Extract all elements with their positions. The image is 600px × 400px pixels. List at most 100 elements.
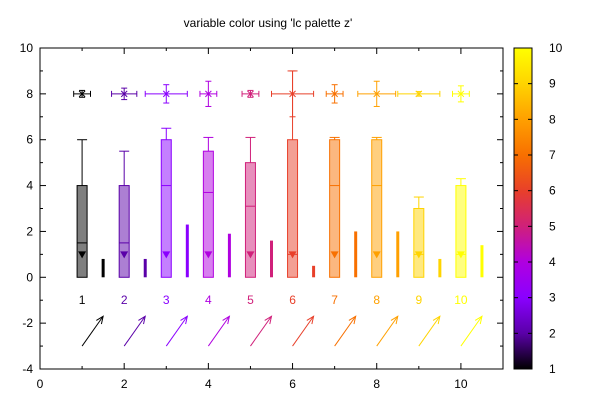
vector-arrow [165,315,189,347]
box-body [244,162,256,278]
arrow-head [96,315,104,325]
box-10 [455,178,467,278]
colorbar-tick-label: 2 [549,326,556,340]
arrow-shaft [376,315,399,347]
box-body [287,139,299,278]
y-tick-label: 2 [26,224,33,238]
box-body [118,185,130,278]
y-tick-label: 8 [26,87,33,101]
vector-arrow [123,315,146,347]
vector-arrow [250,315,273,347]
point-label: 7 [331,293,338,307]
box-7 [329,136,341,278]
x-marker [120,90,128,98]
point-label: 8 [373,293,380,307]
box-2 [118,150,130,278]
arrow-shaft [250,315,272,347]
x-marker [289,90,296,98]
marker [372,251,381,259]
y-tick-label: -4 [22,362,33,376]
errorbar-point [241,89,260,98]
marker [78,251,87,259]
x-marker [78,90,86,98]
colorbar-tick-label: 10 [549,41,563,55]
marker [330,251,339,259]
errorbar-point [357,80,397,107]
errorbar-point [111,87,138,101]
colorbar-tick-label: 9 [549,77,556,91]
point-label: 4 [205,293,212,307]
colorbar: 1 2 3 4 5 6 7 8 9 10 [513,41,563,376]
x-tick-label: 10 [454,377,468,391]
marker [456,251,465,259]
vector-arrow [334,315,357,347]
errorbar-point [397,90,441,98]
arrow-head [138,315,146,325]
point-label: 6 [289,293,296,307]
colorbar-tick-label: 3 [549,291,556,305]
arrow-shaft [460,315,483,347]
colorbar-tick-label: 8 [549,112,556,126]
x-marker [162,90,170,98]
marker [120,251,129,259]
y-tick-label: -2 [22,316,33,330]
x-marker [247,90,254,98]
marker [414,251,423,259]
marker [246,251,255,259]
arrow-head [432,315,441,325]
arrow-shaft [207,315,230,347]
y-tick-label: 4 [26,179,33,193]
vector-arrow [376,315,399,347]
point-label: 1 [79,293,86,307]
box-5 [244,136,256,278]
x-tick-label: 8 [373,377,380,391]
x-marker [205,90,212,98]
x-tick-label: 2 [121,377,128,391]
y-tick-label: 0 [26,270,33,284]
y-tick-label: 6 [26,133,33,147]
colorbar-tick-label: 4 [549,255,556,269]
box-body [371,139,383,278]
x-tick-label: 0 [37,377,44,391]
errorbar-point [271,70,315,118]
x-tick-label: 4 [205,377,212,391]
x-marker [331,90,338,98]
x-tick-label: 6 [289,377,296,391]
arrow-head [348,315,357,325]
marker [162,251,171,259]
vector-arrow [292,315,315,347]
vector-arrow [81,315,104,347]
point-label: 10 [454,293,468,307]
arrow-head [180,315,189,325]
colorbar-tick-label: 6 [549,184,556,198]
box-1 [76,139,88,278]
marker [288,251,297,259]
errorbar-point [451,85,470,103]
errorbar-point [144,84,188,104]
chart-title: variable color using 'lc palette z' [184,16,353,30]
errorbar-point [325,84,344,104]
box-8 [371,136,383,278]
arrow-shaft [418,315,441,347]
colorbar-tick-label: 1 [549,362,556,376]
errorbar-point [199,80,218,107]
box-body [329,139,341,278]
colorbar-box [513,47,533,370]
box-body [76,185,88,278]
arrow-shaft [165,315,188,347]
x-marker [373,90,381,98]
arrow-head [390,315,399,325]
x-marker [457,90,465,98]
marker [204,251,213,259]
vector-arrow [207,315,231,347]
colorbar-tick-label: 5 [549,219,556,233]
vector-arrow [418,315,441,347]
arrow-shaft [81,315,104,347]
arrow-head [306,315,315,325]
arrow-shaft [123,315,146,347]
box-body [202,150,214,278]
box-body [455,185,467,278]
